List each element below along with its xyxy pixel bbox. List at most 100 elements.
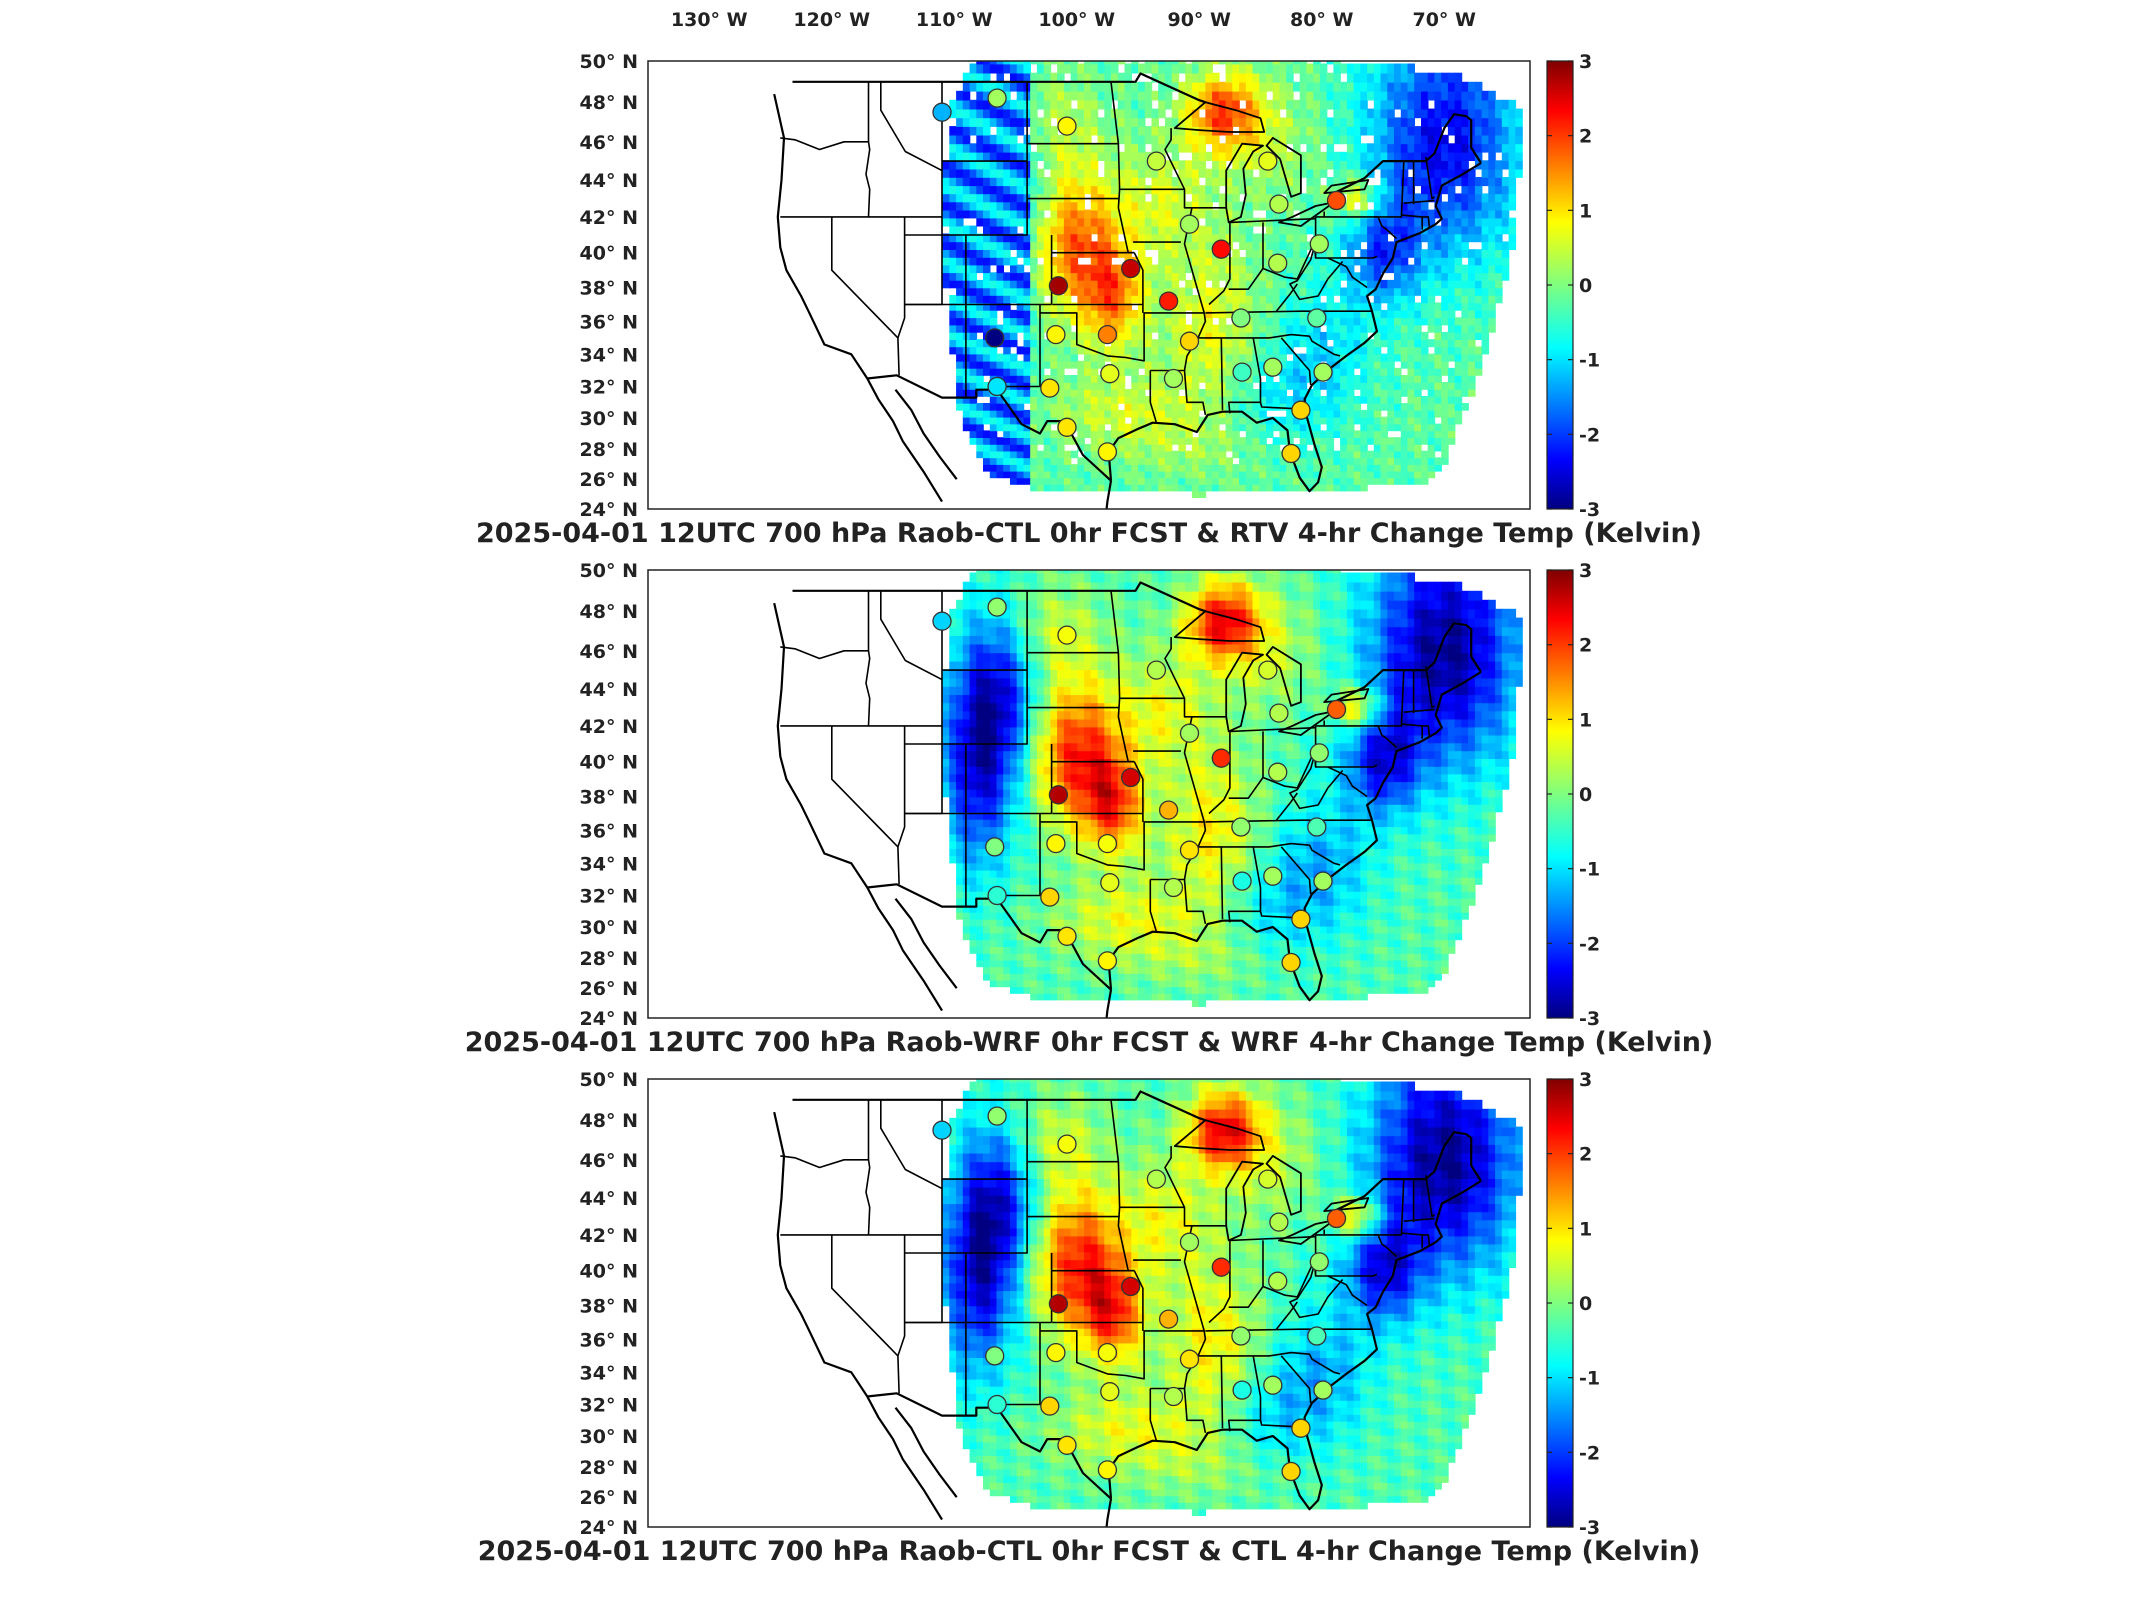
lat-label: 44° N	[580, 170, 638, 192]
raob-station-marker	[1269, 194, 1289, 214]
raob-station-marker	[1232, 1380, 1252, 1400]
raob-station-marker	[1146, 660, 1167, 680]
colorbar-tick-label: -1	[1579, 859, 1600, 881]
raob-station-marker	[987, 1106, 1007, 1126]
raob-station-marker	[1100, 1382, 1120, 1402]
raob-station-marker	[1100, 873, 1120, 893]
raob-station-marker	[1232, 362, 1252, 382]
raob-station-marker	[1179, 840, 1200, 860]
lat-label: 32° N	[580, 886, 638, 908]
raob-station-marker	[1097, 442, 1118, 462]
lat-label: 38° N	[580, 1296, 638, 1318]
raob-station-marker	[1163, 1386, 1184, 1407]
lat-label: 46° N	[580, 641, 638, 663]
lat-label: 50° N	[580, 1069, 638, 1091]
raob-station-marker	[1046, 1342, 1066, 1363]
raob-station-marker	[1231, 817, 1251, 837]
raob-station-marker	[1232, 871, 1252, 891]
map-panel: 50° N 48° N 46° N 44° N 42° N 40° N 38° N 36° N…	[478, 1069, 1701, 1567]
colorbar-tick-label: 1	[1579, 709, 1592, 731]
map-frame	[647, 60, 1531, 510]
lat-label: 28° N	[580, 439, 638, 461]
raob-station-marker	[1268, 253, 1288, 273]
raob-station-marker	[1040, 378, 1060, 398]
lat-label: 26° N	[580, 469, 638, 491]
raob-station-marker	[1048, 276, 1069, 296]
raob-station-marker	[1309, 234, 1329, 254]
raob-station-marker	[1291, 909, 1311, 929]
raob-station-marker	[1307, 1326, 1327, 1346]
raob-station-marker	[1263, 357, 1283, 377]
colorbar-tick-label: -3	[1579, 499, 1600, 521]
raob-station-marker	[987, 885, 1007, 906]
colorbar-tick-label: -2	[1579, 933, 1600, 955]
raob-station-marker	[1211, 1257, 1231, 1277]
colorbar-tick-label: 1	[1579, 1218, 1592, 1240]
raob-station-marker	[1179, 1232, 1200, 1252]
colorbar-tick-label: -1	[1579, 350, 1600, 372]
raob-station-marker	[1057, 417, 1077, 437]
raob-station-marker	[1179, 331, 1200, 351]
raob-station-marker	[932, 611, 952, 631]
raob-station-marker	[1281, 952, 1301, 973]
raob-station-marker	[1179, 1349, 1200, 1369]
raob-station-marker	[1121, 1276, 1141, 1297]
panels: 50° N 48° N 46° N 44° N 42° N 40° N 38° N 36° N…	[465, 51, 1714, 1567]
raob-station-marker	[1313, 362, 1333, 382]
lat-label: 34° N	[580, 1362, 638, 1384]
raob-station-marker	[1057, 1134, 1077, 1154]
colorbar-tick-label: 2	[1579, 126, 1592, 148]
lat-label: 32° N	[580, 1395, 638, 1417]
longitude-labels: 130° W 120° W 110° W 100° W 90° W 80° W 70° W	[671, 9, 1476, 31]
raob-station-marker	[1040, 887, 1060, 907]
lon-label: 100° W	[1038, 9, 1115, 31]
raob-station-marker	[1281, 443, 1301, 464]
raob-station-marker	[1269, 703, 1289, 723]
raob-station-marker	[1057, 926, 1077, 946]
lat-label: 48° N	[580, 1110, 638, 1132]
lat-label: 46° N	[580, 1150, 638, 1172]
panel-title: 2025-04-01 12UTC 700 hPa Raob-CTL 0hr FC…	[478, 1536, 1701, 1567]
raob-stations	[932, 88, 1347, 464]
lat-label: 50° N	[580, 51, 638, 73]
map-panel: 50° N 48° N 46° N 44° N 42° N 40° N 38° N 36° N…	[476, 51, 1702, 549]
colorbar-tick-label: 0	[1579, 275, 1592, 297]
raob-station-marker	[1268, 762, 1288, 782]
lon-label: 90° W	[1167, 9, 1231, 31]
raob-station-marker	[985, 1346, 1005, 1366]
lat-label: 34° N	[580, 344, 638, 366]
lat-label: 32° N	[580, 377, 638, 399]
raob-station-marker	[1281, 1461, 1301, 1482]
raob-station-marker	[1097, 1342, 1118, 1363]
temperature-change-field	[942, 61, 1523, 498]
raob-stations	[932, 597, 1347, 973]
raob-station-marker	[1057, 625, 1077, 645]
colorbar-tick-label: 2	[1579, 635, 1592, 657]
raob-station-marker	[1158, 291, 1179, 311]
raob-station-marker	[1179, 214, 1200, 234]
map-panel: 50° N 48° N 46° N 44° N 42° N 40° N 38° N 36° N…	[465, 560, 1714, 1058]
lat-label: 40° N	[580, 752, 638, 774]
state-boundaries	[773, 1090, 1482, 1527]
lat-label: 28° N	[580, 948, 638, 970]
raob-station-marker	[1263, 1375, 1283, 1395]
raob-station-marker	[1307, 817, 1327, 837]
raob-station-marker	[932, 1120, 952, 1140]
raob-station-marker	[1163, 368, 1184, 389]
lat-label: 46° N	[580, 132, 638, 154]
raob-station-marker	[1158, 800, 1179, 820]
raob-station-marker	[1097, 1460, 1118, 1480]
raob-station-marker	[1231, 1326, 1251, 1346]
raob-station-marker	[1048, 785, 1069, 805]
raob-station-marker	[1057, 1435, 1077, 1455]
panel-title: 2025-04-01 12UTC 700 hPa Raob-WRF 0hr FC…	[465, 1027, 1714, 1058]
colorbar-tick-label: 3	[1579, 1069, 1592, 1091]
raob-station-marker	[987, 1394, 1007, 1415]
temperature-change-field	[942, 570, 1523, 1007]
lat-label: 38° N	[580, 278, 638, 300]
raob-station-marker	[1307, 308, 1327, 328]
lat-label: 40° N	[580, 1261, 638, 1283]
raob-station-marker	[1258, 1169, 1278, 1189]
raob-station-marker	[1097, 833, 1118, 854]
raob-station-marker	[1146, 151, 1167, 171]
